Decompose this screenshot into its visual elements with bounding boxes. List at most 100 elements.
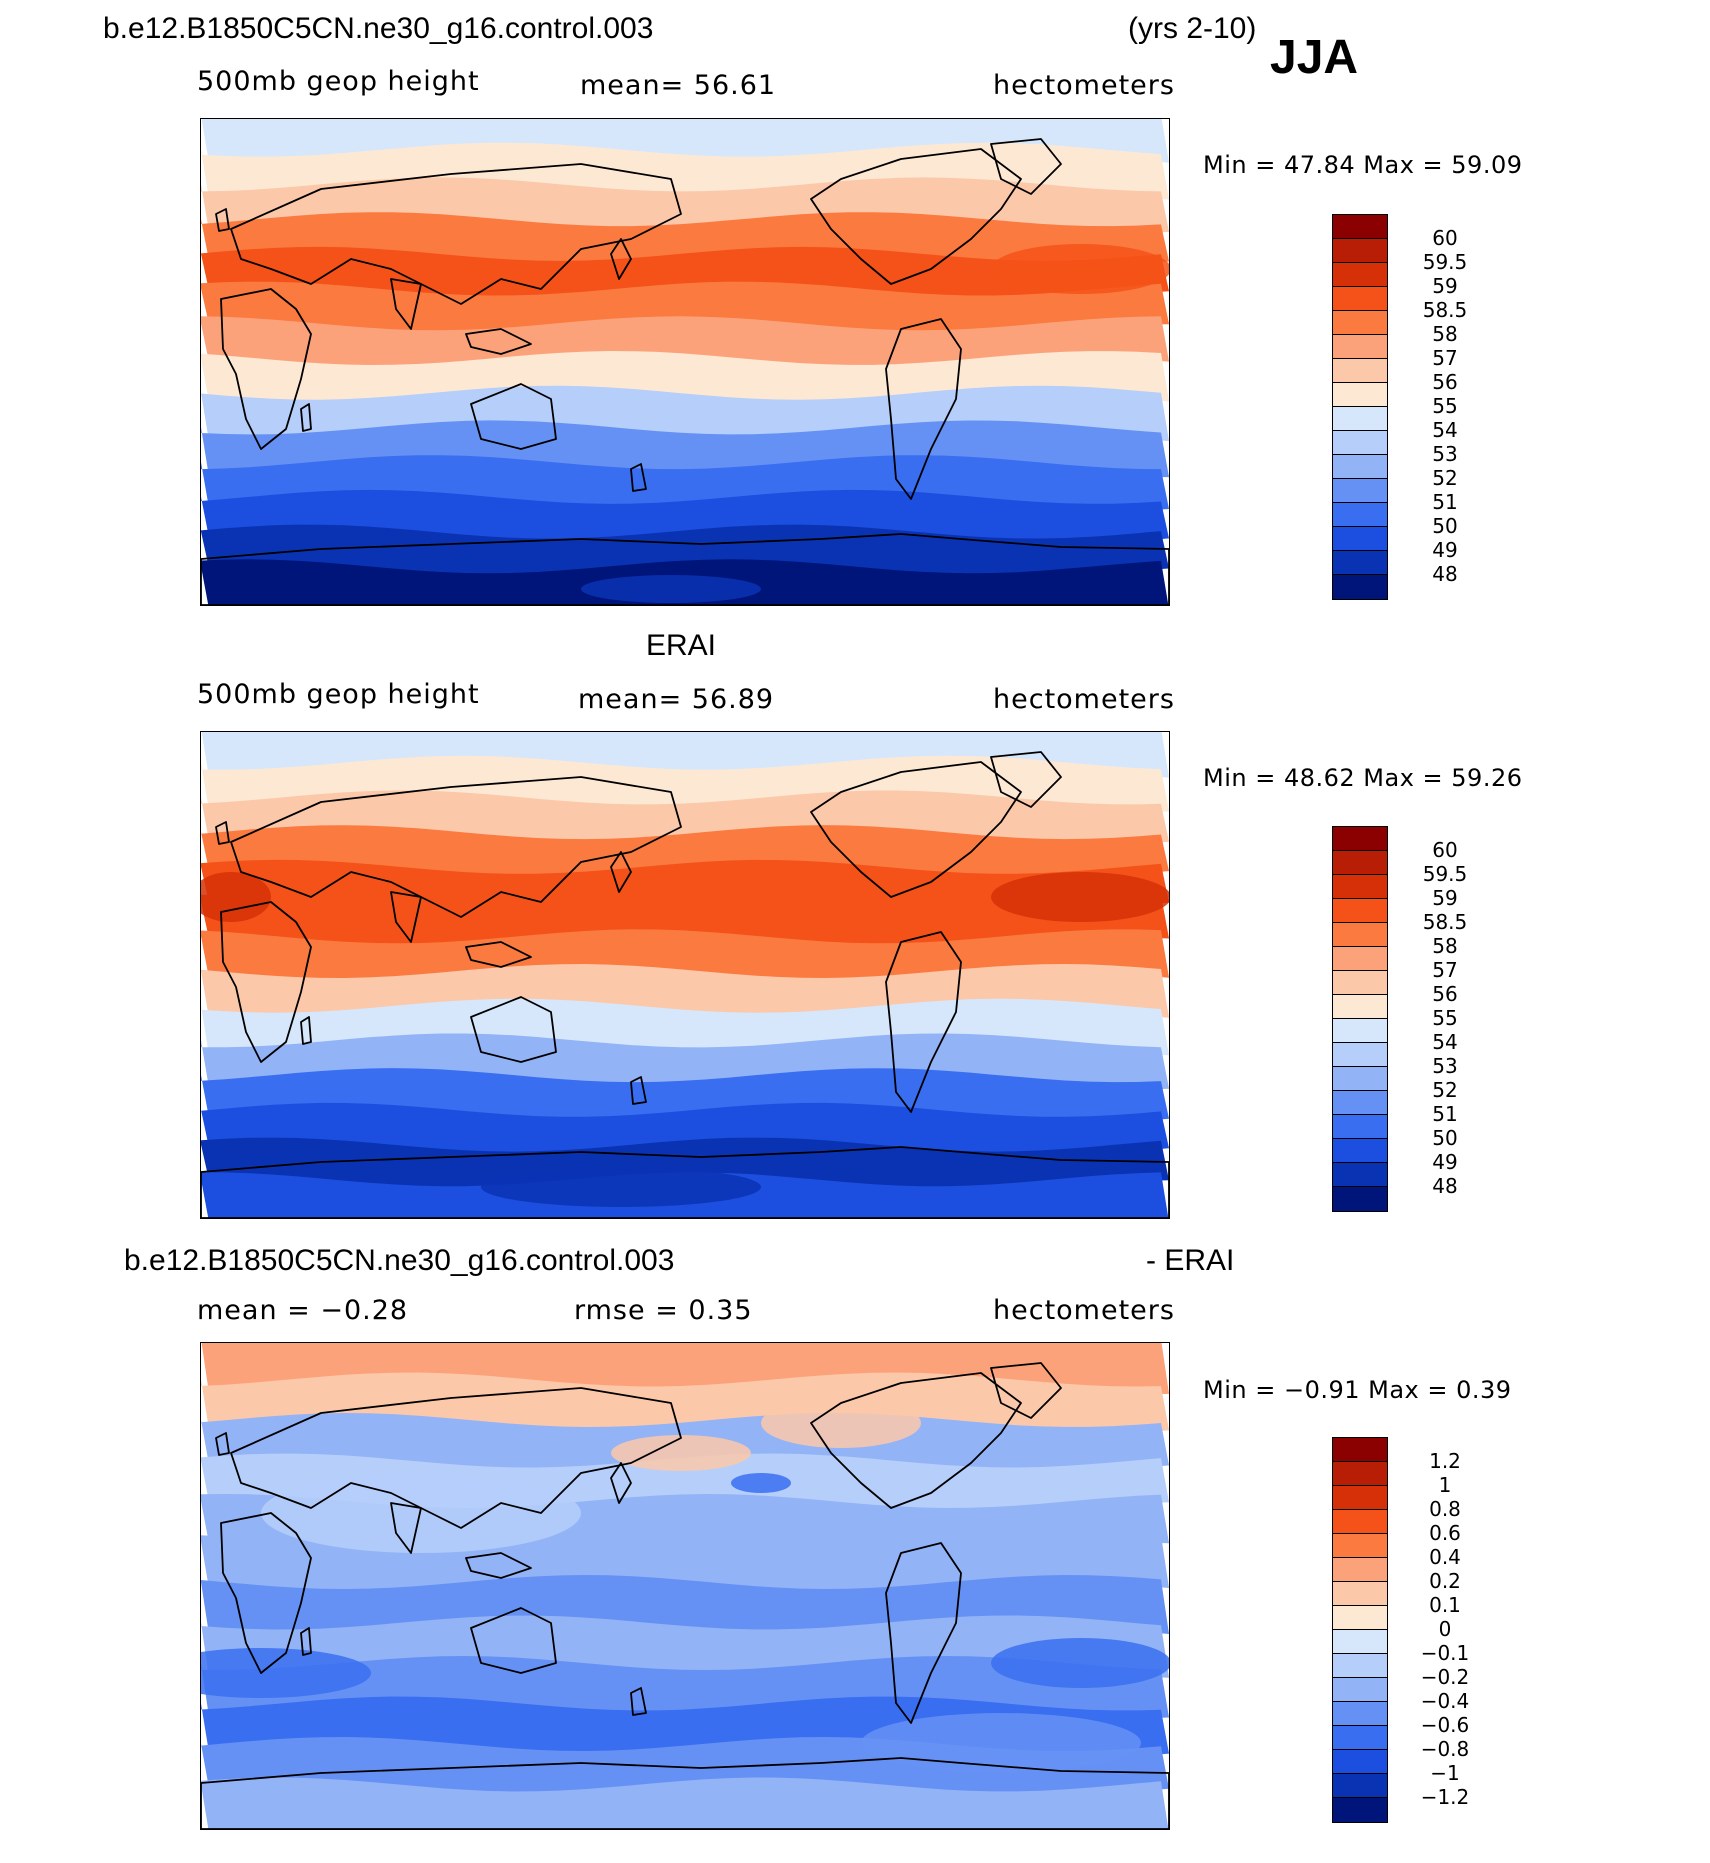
panel3-rmse: rmse = 0.35 [574, 1295, 753, 1326]
colorbar-label: 59 [1432, 886, 1458, 910]
panel1-map [200, 118, 1170, 606]
contour-blob [861, 1713, 1141, 1773]
contour-blob [991, 872, 1169, 922]
colorbar-label: 51 [1432, 490, 1458, 514]
contour-blob [991, 244, 1169, 294]
colorbar-label: 59.5 [1422, 862, 1468, 886]
colorbar-swatch [1333, 947, 1387, 971]
colorbar-label: 53 [1432, 442, 1458, 466]
colorbar-swatch [1333, 359, 1387, 383]
years-label: (yrs 2-10) [1128, 12, 1257, 45]
contour-band [201, 1343, 1169, 1395]
colorbar-swatch [1333, 215, 1387, 239]
colorbar-swatch [1333, 1067, 1387, 1091]
colorbar-swatch [1333, 1798, 1387, 1822]
colorbar-label: −1 [1430, 1761, 1460, 1785]
contour-band [201, 1777, 1169, 1829]
colorbar-label: 1.2 [1429, 1449, 1461, 1473]
coastline [470, 1607, 557, 1674]
colorbar-swatch [1333, 1558, 1387, 1582]
panel3-units: hectometers [993, 1295, 1175, 1326]
contour-band [201, 1137, 1169, 1195]
colorbar-swatch [1333, 1438, 1387, 1462]
contour-band [201, 119, 1169, 165]
geopotential-map-model [201, 119, 1169, 605]
coastline [810, 148, 1022, 285]
colorbar-label: 58 [1432, 322, 1458, 346]
colorbar-swatch [1333, 455, 1387, 479]
colorbar-label: 49 [1432, 538, 1458, 562]
colorbar-swatch [1333, 1654, 1387, 1678]
colorbar-label: 50 [1432, 514, 1458, 538]
panel3-map [200, 1342, 1170, 1830]
colorbar-label: 1 [1438, 1473, 1452, 1497]
colorbar-swatch [1333, 1019, 1387, 1043]
colorbar-label: 60 [1432, 838, 1458, 862]
colorbar-label: 56 [1432, 370, 1458, 394]
coastline [810, 1372, 1022, 1509]
coastline [470, 996, 557, 1063]
colorbar-swatch [1333, 1163, 1387, 1187]
colorbar-swatch [1333, 551, 1387, 575]
colorbar-label: −0.6 [1420, 1713, 1470, 1737]
colorbar-label: 52 [1432, 466, 1458, 490]
colorbar-label: 0.8 [1429, 1497, 1461, 1521]
colorbar-label: 52 [1432, 1078, 1458, 1102]
difference-map [201, 1343, 1169, 1829]
colorbar-swatch [1333, 263, 1387, 287]
case-title: b.e12.B1850C5CN.ne30_g16.control.003 [103, 12, 654, 45]
coastline [470, 383, 557, 450]
colorbar-label: 57 [1432, 958, 1458, 982]
coastline [630, 463, 647, 492]
colorbar-swatch [1333, 1678, 1387, 1702]
colorbar-swatch [1333, 527, 1387, 551]
contour-band [201, 489, 1169, 547]
colorbar-swatch [1333, 311, 1387, 335]
coastline [465, 941, 532, 968]
panel3-title-left: b.e12.B1850C5CN.ne30_g16.control.003 [124, 1244, 675, 1277]
contour-band [201, 1102, 1169, 1160]
colorbar-swatch [1333, 995, 1387, 1019]
colorbar-swatch [1333, 431, 1387, 455]
colorbar-label: 55 [1432, 394, 1458, 418]
colorbar-label: 58 [1432, 934, 1458, 958]
coastline [885, 931, 962, 1113]
colorbar-label: 0 [1438, 1617, 1452, 1641]
geopotential-map-erai [201, 732, 1169, 1218]
coastline [230, 776, 682, 918]
coastline [220, 901, 312, 1063]
panel1-colorbar [1332, 214, 1388, 600]
colorbar-swatch [1333, 407, 1387, 431]
colorbar-label: 60 [1432, 226, 1458, 250]
colorbar-swatch [1333, 383, 1387, 407]
colorbar-label: 54 [1432, 1030, 1458, 1054]
colorbar-label: 57 [1432, 346, 1458, 370]
contour-band [201, 825, 1169, 882]
contour-band [201, 246, 1169, 304]
colorbar-swatch [1333, 335, 1387, 359]
colorbar-swatch [1333, 851, 1387, 875]
contour-blob [261, 1473, 581, 1553]
coastline [990, 1362, 1062, 1419]
colorbar-label: 53 [1432, 1054, 1458, 1078]
colorbar-label: 50 [1432, 1126, 1458, 1150]
coastline [390, 278, 422, 330]
colorbar-swatch [1333, 971, 1387, 995]
coastline [465, 1552, 532, 1579]
coastline [220, 1512, 312, 1674]
panel3-minmax: Min = −0.91 Max = 0.39 [1203, 1376, 1512, 1404]
colorbar-label: 0.2 [1429, 1569, 1461, 1593]
panel1-minmax: Min = 47.84 Max = 59.09 [1203, 151, 1523, 179]
coastline [610, 851, 632, 893]
coastline [610, 1462, 632, 1504]
coastline [201, 1757, 1169, 1829]
panel2-title: ERAI [646, 629, 717, 662]
colorbar-swatch [1333, 1702, 1387, 1726]
colorbar-label: 48 [1432, 1174, 1458, 1198]
colorbar-swatch [1333, 287, 1387, 311]
contour-band [201, 316, 1169, 373]
colorbar-label: 0.1 [1429, 1593, 1461, 1617]
colorbar-label: 59.5 [1422, 250, 1468, 274]
colorbar-label: −0.1 [1420, 1641, 1470, 1665]
coastline [390, 1502, 422, 1554]
